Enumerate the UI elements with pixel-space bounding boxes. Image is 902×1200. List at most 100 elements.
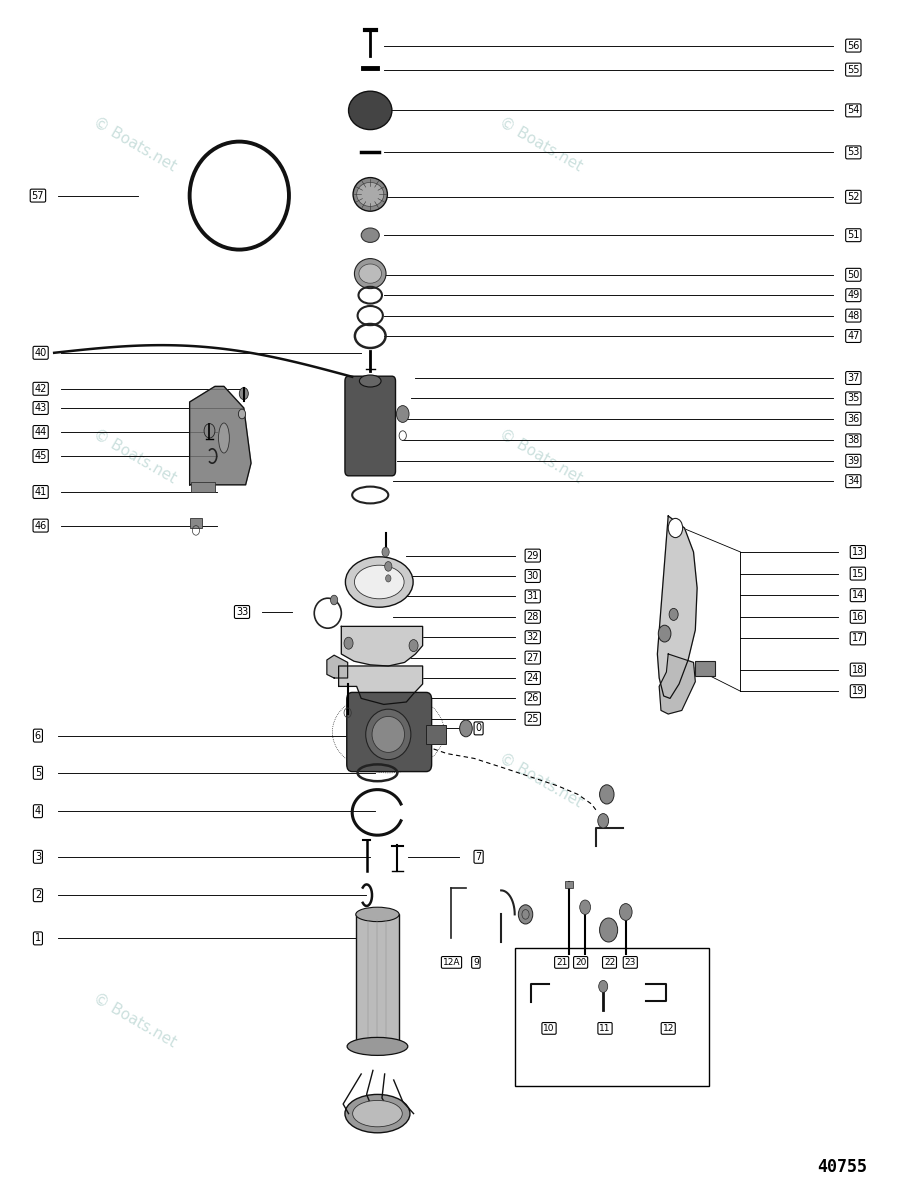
Text: 2: 2 — [35, 890, 41, 900]
Circle shape — [599, 785, 613, 804]
Ellipse shape — [345, 557, 413, 607]
Circle shape — [658, 625, 670, 642]
Ellipse shape — [356, 182, 383, 206]
Text: 49: 49 — [846, 290, 859, 300]
Text: 31: 31 — [526, 592, 538, 601]
Ellipse shape — [354, 565, 403, 599]
Text: 40755: 40755 — [816, 1158, 866, 1176]
Text: 47: 47 — [846, 331, 859, 341]
Text: 12: 12 — [662, 1024, 673, 1033]
Circle shape — [396, 406, 409, 422]
FancyBboxPatch shape — [346, 692, 431, 772]
Text: 28: 28 — [526, 612, 538, 622]
Circle shape — [619, 904, 631, 920]
Circle shape — [599, 918, 617, 942]
Ellipse shape — [354, 258, 386, 288]
Ellipse shape — [355, 907, 399, 922]
Ellipse shape — [352, 1100, 402, 1127]
Circle shape — [385, 575, 391, 582]
Polygon shape — [658, 654, 695, 714]
Text: 25: 25 — [526, 714, 538, 724]
Text: 1: 1 — [35, 934, 41, 943]
Text: 57: 57 — [32, 191, 44, 200]
Polygon shape — [341, 626, 422, 666]
Text: 53: 53 — [846, 148, 859, 157]
Text: 16: 16 — [851, 612, 863, 622]
Text: 26: 26 — [526, 694, 538, 703]
Text: © Boats.net: © Boats.net — [496, 114, 584, 174]
Ellipse shape — [358, 264, 381, 283]
Text: 44: 44 — [34, 427, 47, 437]
Text: 33: 33 — [235, 607, 248, 617]
Text: 14: 14 — [851, 590, 863, 600]
Ellipse shape — [218, 422, 229, 452]
Ellipse shape — [348, 91, 391, 130]
Ellipse shape — [365, 709, 410, 760]
Circle shape — [344, 637, 353, 649]
Text: 3: 3 — [35, 852, 41, 862]
Text: 48: 48 — [846, 311, 859, 320]
Text: 15: 15 — [851, 569, 863, 578]
Ellipse shape — [345, 1094, 410, 1133]
Ellipse shape — [372, 716, 404, 752]
Text: 43: 43 — [34, 403, 47, 413]
Ellipse shape — [359, 374, 381, 386]
Bar — [695, 661, 714, 676]
Text: 42: 42 — [34, 384, 47, 394]
Text: 0: 0 — [475, 724, 481, 733]
Circle shape — [597, 814, 608, 828]
Text: 50: 50 — [846, 270, 859, 280]
Text: 29: 29 — [526, 551, 538, 560]
Text: © Boats.net: © Boats.net — [90, 114, 179, 174]
Circle shape — [518, 905, 532, 924]
Text: 13: 13 — [851, 547, 863, 557]
Text: 27: 27 — [526, 653, 538, 662]
Text: 20: 20 — [575, 958, 585, 967]
Circle shape — [384, 562, 391, 571]
Text: 37: 37 — [846, 373, 859, 383]
Bar — [514, 948, 708, 1086]
Text: 19: 19 — [851, 686, 863, 696]
Bar — [565, 881, 572, 888]
Text: 6: 6 — [35, 731, 41, 740]
Text: 55: 55 — [846, 65, 859, 74]
Text: © Boats.net: © Boats.net — [90, 426, 179, 486]
FancyBboxPatch shape — [345, 377, 395, 475]
Ellipse shape — [353, 178, 387, 211]
Circle shape — [409, 640, 418, 652]
Text: 17: 17 — [851, 634, 863, 643]
Text: 35: 35 — [846, 394, 859, 403]
Text: 7: 7 — [475, 852, 481, 862]
Bar — [355, 914, 399, 1046]
Ellipse shape — [361, 228, 379, 242]
Circle shape — [667, 518, 682, 538]
Text: 39: 39 — [846, 456, 859, 466]
Text: 9: 9 — [473, 958, 478, 967]
Polygon shape — [657, 516, 696, 698]
Circle shape — [204, 424, 215, 438]
Text: 30: 30 — [526, 571, 538, 581]
Text: 4: 4 — [35, 806, 41, 816]
Text: 22: 22 — [603, 958, 614, 967]
Text: 21: 21 — [556, 958, 566, 967]
Circle shape — [382, 547, 389, 557]
Text: 54: 54 — [846, 106, 859, 115]
Ellipse shape — [346, 1037, 408, 1056]
Text: 41: 41 — [34, 487, 47, 497]
Text: 46: 46 — [34, 521, 47, 530]
Bar — [189, 518, 202, 528]
Circle shape — [330, 595, 337, 605]
Circle shape — [239, 388, 248, 400]
Text: 56: 56 — [846, 41, 859, 50]
Text: 12A: 12A — [442, 958, 460, 967]
Polygon shape — [338, 666, 422, 704]
Text: 36: 36 — [846, 414, 859, 424]
Polygon shape — [189, 386, 251, 485]
Circle shape — [579, 900, 590, 914]
Text: 38: 38 — [846, 436, 859, 445]
Polygon shape — [327, 655, 347, 678]
Circle shape — [459, 720, 472, 737]
Text: 23: 23 — [624, 958, 635, 967]
Text: 10: 10 — [543, 1024, 554, 1033]
Text: 18: 18 — [851, 665, 863, 674]
